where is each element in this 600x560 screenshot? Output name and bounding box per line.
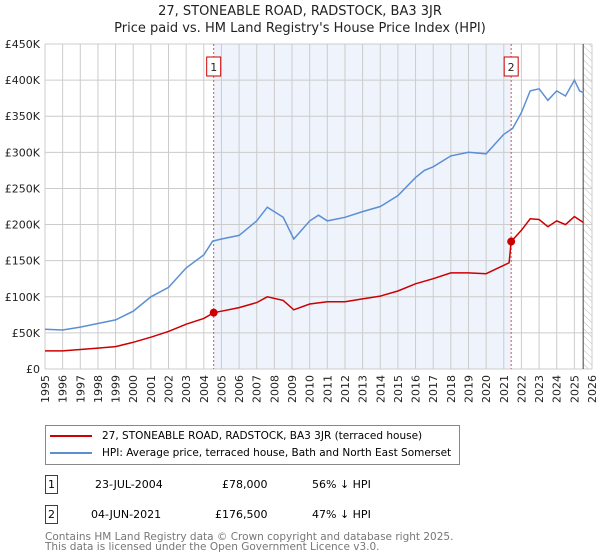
x-tick-label: 2019 <box>462 375 475 403</box>
sale-marker-box <box>503 56 519 77</box>
property-series-line <box>45 215 584 352</box>
x-tick-label: 2014 <box>374 375 387 403</box>
x-tick-label: 2001 <box>145 375 158 403</box>
x-tick-label: 1998 <box>92 375 105 403</box>
y-tick-label: £200K <box>5 219 41 232</box>
x-tick-label: 2025 <box>568 375 581 403</box>
x-tick-label: 2017 <box>427 375 440 403</box>
x-tick-label: 2016 <box>410 375 423 403</box>
sale-delta: 47% ↓ HPI <box>312 508 371 521</box>
legend-item-property: 27, STONEABLE ROAD, RADSTOCK, BA3 3JR (t… <box>50 428 422 444</box>
sale-badge: 2 <box>45 505 58 524</box>
x-tick-label: 2009 <box>286 375 299 403</box>
sale-delta: 56% ↓ HPI <box>312 478 371 491</box>
x-tick-label: 2018 <box>445 375 458 403</box>
sale-date: 23-JUL-2004 <box>95 478 163 491</box>
x-tick-label: 2020 <box>480 375 493 403</box>
plot-area: 1995 1996 1997 1998 1999 2000 2001 2002 2003 2004… <box>5 38 599 403</box>
sale-row: 1 23-JUL-2004 £78,000 56% ↓ HPI <box>45 475 465 497</box>
x-tick-label: 2015 <box>392 375 405 403</box>
legend-swatch-red <box>50 435 92 437</box>
x-tick-label: 2003 <box>180 375 193 403</box>
hpi-series-line <box>44 78 584 331</box>
sale-badge: 1 <box>45 475 58 494</box>
footer-line: This data is licensed under the Open Gov… <box>45 541 380 553</box>
sale-point <box>209 308 218 317</box>
x-tick-label: 2024 <box>551 375 564 403</box>
y-tick-label: £450K <box>5 38 41 51</box>
sale-marker-label: 1 <box>210 61 217 74</box>
x-tick-label: 2006 <box>233 375 246 403</box>
y-tick-label: £0 <box>26 363 40 376</box>
sale-date: 04-JUN-2021 <box>91 508 162 521</box>
x-tick-label: 1997 <box>74 375 87 403</box>
legend-label: HPI: Average price, terraced house, Bath… <box>102 447 452 459</box>
x-tick-label: 2000 <box>127 375 140 403</box>
x-tick-label: 2004 <box>198 375 211 403</box>
legend-item-hpi: HPI: Average price, terraced house, Bath… <box>50 445 451 461</box>
sale-price: £176,500 <box>215 508 268 521</box>
x-tick-label: 2023 <box>533 375 546 403</box>
forecast-hatch <box>583 44 592 369</box>
y-tick-label: £350K <box>5 110 41 123</box>
x-tick-label: 1999 <box>110 375 123 403</box>
x-tick-label: 1996 <box>57 375 70 403</box>
y-tick-label: £100K <box>5 291 41 304</box>
footer: Contains HM Land Registry data © Crown c… <box>45 531 454 553</box>
chart-title: 27, STONEABLE ROAD, RADSTOCK, BA3 3JR <box>158 4 442 19</box>
y-tick-label: £150K <box>5 255 41 268</box>
y-tick-label: £400K <box>5 74 41 87</box>
legend-label: 27, STONEABLE ROAD, RADSTOCK, BA3 3JR (t… <box>102 430 423 442</box>
x-tick-label: 2007 <box>251 375 264 403</box>
sale-marker-box <box>206 56 222 77</box>
legend: 27, STONEABLE ROAD, RADSTOCK, BA3 3JR (t… <box>45 425 460 465</box>
x-tick-label: 2013 <box>357 375 370 403</box>
x-tick-label: 2026 <box>586 375 599 403</box>
x-tick-label: 2021 <box>498 375 511 403</box>
sale-marker-label: 2 <box>508 61 515 74</box>
y-tick-label: £250K <box>5 182 41 195</box>
x-tick-label: 2005 <box>215 375 228 403</box>
sale-price: £78,000 <box>222 478 268 491</box>
x-tick-label: 2011 <box>321 375 334 403</box>
legend-swatch-blue <box>50 452 92 454</box>
footer-line: Contains HM Land Registry data © Crown c… <box>45 531 454 543</box>
y-tick-label: £300K <box>5 146 41 159</box>
x-tick-label: 2010 <box>304 375 317 403</box>
sale-row: 2 04-JUN-2021 £176,500 47% ↓ HPI <box>45 505 465 527</box>
y-tick-label: £50K <box>12 327 41 340</box>
chart-subtitle: Price paid vs. HM Land Registry's House … <box>114 21 486 36</box>
x-tick-label: 2012 <box>339 375 352 403</box>
sale-point <box>507 237 516 246</box>
x-tick-label: 2002 <box>163 375 176 403</box>
x-tick-label: 2022 <box>515 375 528 403</box>
x-tick-label: 2008 <box>268 375 281 403</box>
x-tick-label: 1995 <box>39 375 52 403</box>
